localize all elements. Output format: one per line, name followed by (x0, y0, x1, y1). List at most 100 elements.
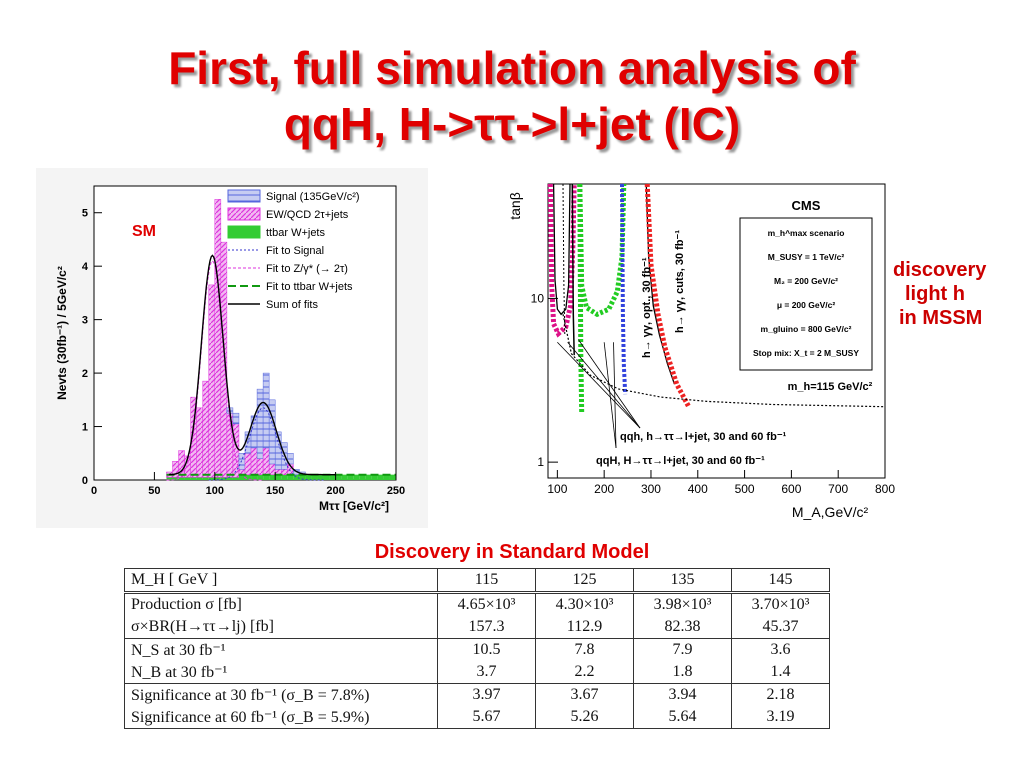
table-header-row: M_H [ GeV ] 115 125 135 145 (124, 568, 830, 593)
mh-115-line (562, 314, 886, 408)
ewqcd-bar (268, 463, 276, 475)
ewqcd-bar (262, 447, 270, 475)
ttbar-bar (257, 474, 264, 480)
y-tick-label: 3 (82, 315, 88, 327)
sm-annotation: SM (132, 223, 156, 240)
ttbar-bar (178, 477, 185, 480)
y-tick-label: 10 (531, 291, 545, 305)
table-cell: 7.9 (633, 638, 732, 661)
ttbar-bar (305, 474, 312, 480)
table-row: Significance at 30 fb⁻¹ (σ_B = 7.8%) 3.97… (124, 683, 830, 706)
table-cell: 82.38 (633, 616, 732, 639)
ttbar-bar (245, 474, 252, 480)
table-cell: 112.9 (535, 616, 634, 639)
signal-bar (250, 415, 258, 449)
y-tick-label: 2 (82, 368, 88, 380)
ttbar-bar (172, 477, 179, 480)
table-row: N_S at 30 fb⁻¹ 10.5 7.8 7.9 3.6 (124, 638, 830, 661)
x-tick-label: 100 (547, 482, 567, 496)
ttbar-bar (371, 474, 378, 480)
x-tick-label: 400 (688, 482, 708, 496)
mssm-label-line-3: in MSSM (899, 307, 983, 329)
table-row: Significance at 60 fb⁻¹ (σ_B = 5.9%) 5.67… (124, 706, 830, 729)
ttbar-bar (263, 474, 270, 480)
ttbar-bar (220, 477, 227, 480)
qqH-heavy-label: qqH, H→ττ→l+jet, 30 and 60 fb⁻¹ (596, 455, 765, 467)
x-tick-label: 150 (266, 485, 284, 497)
table-row-label: N_B at 30 fb⁻¹ (124, 661, 438, 684)
results-table: M_H [ GeV ] 115 125 135 145 Production σ… (124, 568, 830, 729)
ttbar-bar (377, 474, 384, 480)
x-tick-label: 300 (641, 482, 661, 496)
ttbar-bar (365, 474, 372, 480)
legend-entry: Sum of fits (266, 299, 318, 311)
y-tick-label: 1 (82, 422, 88, 434)
table-cell: 3.70×10³ (731, 591, 830, 616)
ttbar-bar (214, 477, 221, 480)
legend-entry: ttbar W+jets (266, 227, 325, 239)
legend-swatch (227, 225, 261, 239)
signal-bar (268, 399, 276, 465)
x-tick-label: 600 (781, 482, 801, 496)
mssm-discovery-svg: 100 200 300 400 500 600 700 800 1 10 M_A,GeV/c² tan… (507, 183, 895, 520)
table-cell: 4.30×10³ (535, 591, 634, 616)
x-tick-label: 700 (828, 482, 848, 496)
ttbar-bar (196, 477, 203, 480)
x-tick-label: 250 (387, 485, 405, 497)
table-row-label: Production σ [fb] (124, 591, 438, 616)
mh-line-label: m_h=115 GeV/c² (788, 381, 873, 393)
x-tick-label: 50 (148, 485, 160, 497)
ewqcd-bar (202, 380, 210, 478)
title-line-1: First, full simulation analysis of (168, 42, 856, 94)
ttbar-bar (287, 474, 294, 480)
y-axis-title: tanβ (507, 192, 523, 220)
ttbar-bar (341, 474, 348, 480)
signal-bar (232, 412, 240, 425)
ttbar-bar (251, 474, 258, 480)
ewqcd-bar (256, 458, 264, 475)
table-header-cell: 135 (633, 568, 732, 593)
legend-swatch (227, 207, 261, 221)
table-row-label: Significance at 60 fb⁻¹ (σ_B = 5.9%) (124, 706, 438, 729)
table-cell: 3.6 (731, 638, 830, 661)
h-gamma-cuts-label: h→ γγ, cuts, 30 fb⁻¹ (674, 230, 686, 333)
scenario-line: μ = 200 GeV/c² (777, 300, 836, 310)
h-gamma-cuts-contour (644, 183, 691, 408)
cms-label: CMS (792, 198, 821, 213)
x-axis-title: M_A,GeV/c² (792, 504, 869, 520)
mass-histogram-svg: 0 50 100 150 200 250 0 1 2 3 4 5 Mττ [GeV/c²] Nevts (… (55, 185, 405, 513)
dotted-contour-left (562, 183, 566, 335)
ewqcd-bar (196, 407, 203, 478)
ttbar-bar (166, 477, 173, 480)
legend-swatch (227, 189, 261, 203)
title-line-2: qqH, H->ττ->l+jet (IC) (283, 98, 741, 150)
ttbar-bar (184, 477, 191, 480)
table-row: σ×BR(H→ττ→lj) [fb] 157.3 112.9 82.38 45.37 (124, 616, 830, 639)
ttbar-bar (226, 477, 233, 480)
signal-bar (238, 453, 246, 470)
table-cell: 3.97 (437, 683, 536, 706)
pointer-line (603, 342, 617, 449)
table-cell: 157.3 (437, 616, 536, 639)
legend-entry: Fit to Z/γ* (→ 2τ) (266, 263, 348, 275)
table-cell: 5.64 (633, 706, 732, 729)
scenario-line: m_gluino = 800 GeV/c² (761, 324, 852, 334)
ttbar-bar (335, 474, 342, 480)
x-tick-label: 200 (326, 485, 344, 497)
ttbar-bar (317, 474, 324, 480)
ttbar-bar (202, 477, 209, 480)
scenario-line: M_SUSY = 1 TeV/c² (768, 252, 845, 262)
mssm-label-line-2: light h (905, 283, 965, 305)
table-row-label: σ×BR(H→ττ→lj) [fb] (124, 616, 438, 639)
ttbar-bar (269, 474, 276, 480)
table-row: Production σ [fb] 4.65×10³ 4.30×10³ 3.98×10… (124, 591, 830, 616)
slide-title: First, full simulation analysis of qqH, … (0, 40, 1024, 152)
legend-entry: Fit to Signal (266, 245, 324, 257)
table-cell: 3.98×10³ (633, 591, 732, 616)
scenario-line: M₂ = 200 GeV/c² (774, 276, 838, 286)
h-gamma-blue-contour (620, 183, 628, 395)
ewqcd-bar (208, 284, 216, 478)
ewqcd-bar (178, 450, 185, 478)
qqh-contour-60 (552, 183, 571, 316)
black-contour-left (571, 183, 575, 356)
